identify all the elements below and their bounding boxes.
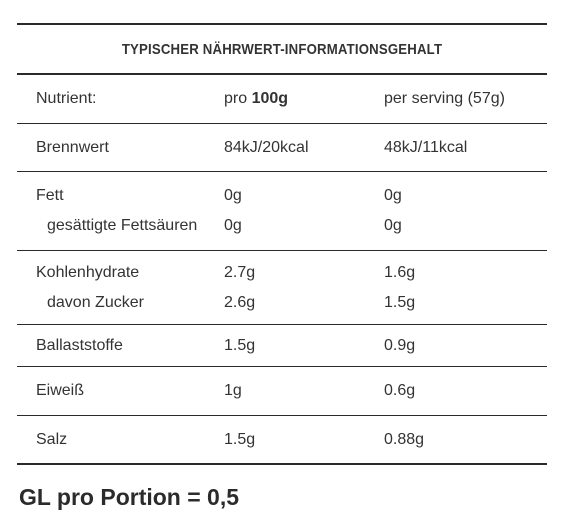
- value-per-100g: 0g: [224, 187, 242, 204]
- value-per-100g: 2.7g: [224, 263, 256, 281]
- nutrient-label: Fett: [36, 187, 64, 204]
- gl-per-portion-note: GL pro Portion = 0,5: [19, 484, 240, 510]
- table-row: Ballaststoffe 1.5g 0.9g: [17, 331, 547, 361]
- header-per-100g: pro 100g: [224, 90, 384, 108]
- value-per-serving: 48kJ/11kcal: [384, 138, 468, 156]
- value-per-serving: 0g: [384, 187, 402, 204]
- value-per-serving: 0.6g: [384, 382, 416, 399]
- table-row: Brennwert 84kJ/20kcal 48kJ/11kcal: [17, 133, 547, 163]
- header-per-100g-prefix: pro: [224, 90, 252, 107]
- nutrient-label: Eiweiß: [36, 382, 85, 399]
- value-per-serving: 0.88g: [384, 430, 425, 448]
- value-per-serving: 1.5g: [384, 293, 416, 311]
- header-row-group: Nutrient: pro 100g per serving (57g): [17, 73, 547, 123]
- group-salz: Salz 1.5g 0.88g: [17, 415, 547, 465]
- table-row: davon Zucker 2.6g 1.5g: [17, 288, 547, 318]
- header-nutrient: Nutrient:: [36, 90, 97, 107]
- value-per-serving: 0g: [384, 217, 402, 234]
- nutrient-label: Salz: [36, 430, 68, 448]
- table-row: Fett 0g 0g: [17, 181, 547, 211]
- table-row: Kohlenhydrate 2.7g 1.6g: [17, 258, 547, 288]
- table-row: Eiweiß 1g 0.6g: [17, 376, 547, 406]
- value-per-100g: 1.5g: [224, 430, 256, 448]
- value-per-100g: 0g: [224, 217, 242, 234]
- value-per-100g: 84kJ/20kcal: [224, 138, 309, 156]
- header-per-serving: per serving (57g): [384, 90, 505, 107]
- header-per-100g-value: 100g: [251, 90, 289, 107]
- nutrient-label: davon Zucker: [47, 293, 144, 311]
- group-fett: Fett 0g 0g gesättigte Fettsäuren 0g 0g: [17, 171, 547, 250]
- value-per-100g: 1g: [224, 382, 242, 399]
- value-per-100g: 1.5g: [224, 336, 256, 354]
- table-row: gesättigte Fettsäuren 0g 0g: [17, 211, 547, 241]
- nutrient-label: gesättigte Fettsäuren: [47, 217, 198, 234]
- table-title: TYPISCHER NÄHRWERT-INFORMATIONSGEHALT: [121, 40, 443, 58]
- nutrient-label: Kohlenhydrate: [36, 263, 140, 281]
- group-kohlenhydrate: Kohlenhydrate 2.7g 1.6g davon Zucker 2.6…: [17, 250, 547, 324]
- group-ballaststoffe: Ballaststoffe 1.5g 0.9g: [17, 324, 547, 366]
- table-row: Salz 1.5g 0.88g: [17, 425, 547, 455]
- group-brennwert: Brennwert 84kJ/20kcal 48kJ/11kcal: [17, 123, 547, 171]
- nutrient-label: Brennwert: [36, 138, 109, 156]
- value-per-100g: 2.6g: [224, 293, 256, 311]
- nutrient-label: Ballaststoffe: [36, 336, 123, 354]
- nutrition-table: TYPISCHER NÄHRWERT-INFORMATIONSGEHALT Nu…: [17, 23, 547, 465]
- value-per-serving: 1.6g: [384, 263, 416, 281]
- value-per-serving: 0.9g: [384, 336, 416, 354]
- header-row: Nutrient: pro 100g per serving (57g): [17, 84, 547, 114]
- group-eiweiss: Eiweiß 1g 0.6g: [17, 366, 547, 415]
